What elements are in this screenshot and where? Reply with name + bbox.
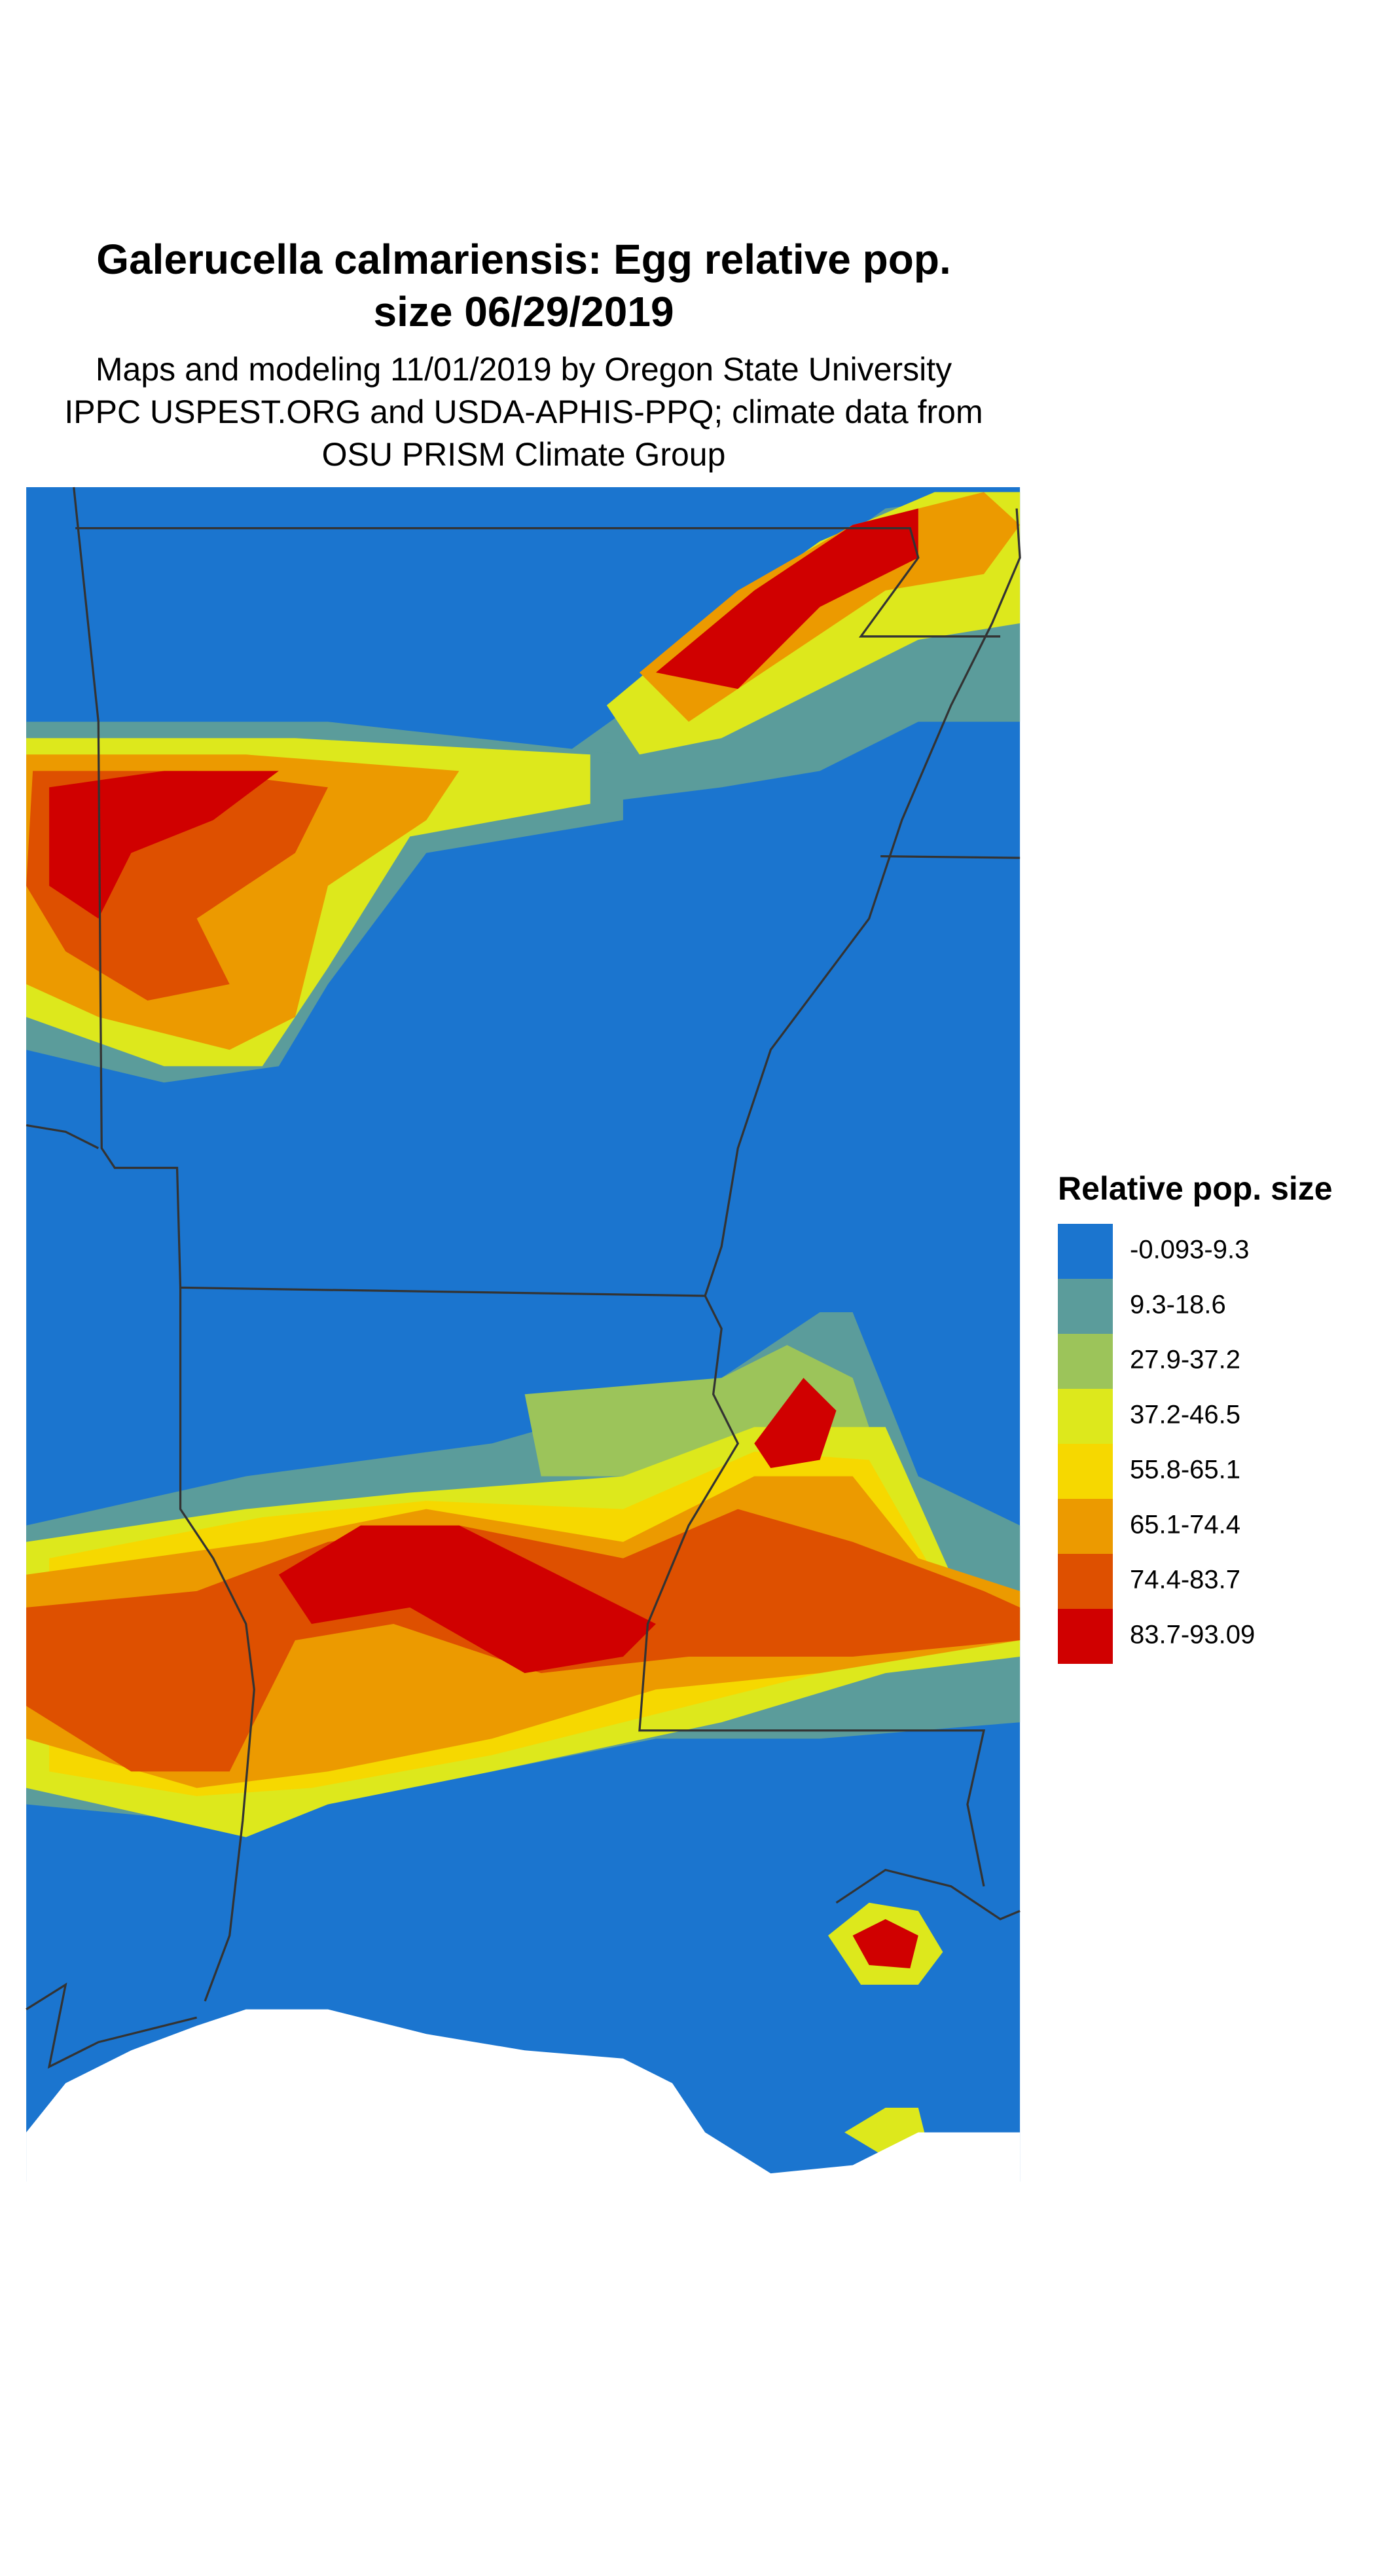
legend-title: Relative pop. size bbox=[1058, 1170, 1333, 1207]
legend-label: 27.9-37.2 bbox=[1130, 1346, 1240, 1374]
state-border bbox=[880, 855, 1021, 859]
legend: Relative pop. size -0.093-9.3 9.3-18.6 27.… bbox=[1058, 1170, 1333, 1664]
legend-label: 55.8-65.1 bbox=[1130, 1456, 1240, 1484]
state-border bbox=[835, 1868, 1021, 1921]
legend-swatch bbox=[1058, 1609, 1113, 1664]
legend-label: 9.3-18.6 bbox=[1130, 1291, 1226, 1319]
state-border bbox=[26, 1982, 197, 2069]
state-border bbox=[75, 526, 1001, 638]
map bbox=[26, 487, 1021, 2198]
legend-swatch bbox=[1058, 1279, 1113, 1334]
legend-swatch bbox=[1058, 1224, 1113, 1279]
map-zone bbox=[852, 1919, 918, 1969]
legend-swatch bbox=[1058, 1389, 1113, 1444]
title-line: Galerucella calmariensis: Egg relative p… bbox=[96, 236, 950, 283]
legend-label: 37.2-46.5 bbox=[1130, 1401, 1240, 1429]
map-zone bbox=[656, 508, 918, 690]
legend-label: -0.093-9.3 bbox=[1130, 1236, 1249, 1264]
map-zone bbox=[278, 1525, 657, 1674]
legend-swatch bbox=[1058, 1554, 1113, 1609]
state-border bbox=[704, 508, 1021, 1297]
legend-label: 83.7-93.09 bbox=[1130, 1621, 1255, 1649]
subtitle-line: Maps and modeling 11/01/2019 by Oregon S… bbox=[96, 351, 952, 388]
subtitle-line: OSU PRISM Climate Group bbox=[322, 436, 726, 473]
legend-label: 65.1-74.4 bbox=[1130, 1511, 1240, 1539]
state-border bbox=[179, 1287, 255, 2002]
legend-swatch bbox=[1058, 1499, 1113, 1554]
legend-swatch bbox=[1058, 1334, 1113, 1389]
gulf bbox=[26, 2009, 1021, 2198]
subtitle-line: IPPC USPEST.ORG and USDA-APHIS-PPQ; clim… bbox=[64, 394, 983, 430]
map-zone bbox=[754, 1378, 837, 1468]
map-zone bbox=[49, 771, 279, 919]
state-border bbox=[73, 487, 986, 1887]
legend-label: 74.4-83.7 bbox=[1130, 1566, 1240, 1594]
legend-swatch bbox=[1058, 1444, 1113, 1499]
title-line: size 06/29/2019 bbox=[373, 288, 674, 335]
state-border bbox=[26, 1124, 99, 1149]
